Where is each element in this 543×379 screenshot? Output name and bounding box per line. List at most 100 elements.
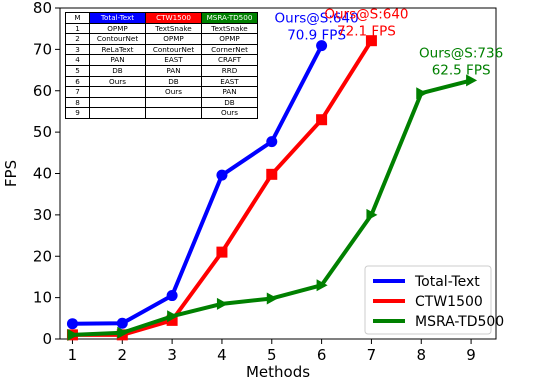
legend-label: MSRA-TD500 [415, 314, 504, 330]
table-cell: TextSnake [145, 22, 202, 35]
table-row: 1 OPMP TextSnake TextSnake [65, 22, 258, 35]
table-cell: PAN [145, 64, 202, 77]
data-point [316, 279, 328, 292]
y-tick-label: 80 [33, 0, 52, 17]
series-total-text [66, 40, 328, 330]
y-tick-label: 50 [33, 123, 52, 141]
annotation-value: 70.9 FPS [287, 27, 346, 43]
data-point [266, 136, 278, 148]
table-cell: 2 [65, 33, 90, 45]
annotation-value: 72.1 FPS [337, 23, 396, 39]
data-point [216, 246, 228, 258]
x-tick-label: 7 [367, 346, 377, 364]
data-point [166, 314, 178, 326]
table-cell: CornerNet [201, 43, 258, 56]
table-cell: 7 [65, 86, 90, 98]
data-point [67, 328, 79, 341]
table-body: 1 OPMP TextSnake TextSnake 2 ContourNet OPMP OP… [65, 22, 258, 119]
table-cell: PAN [201, 86, 258, 98]
table-cell: CRAFT [201, 54, 258, 66]
data-point [117, 326, 129, 339]
data-point [466, 74, 478, 87]
annotation-title: Ours@S:640 [275, 10, 359, 26]
data-point [316, 114, 328, 126]
table-cell: 1 [65, 22, 90, 35]
table-cell: TextSnake [201, 22, 258, 35]
data-point [167, 310, 179, 323]
table-cell [145, 107, 202, 119]
table-cell: 3 [65, 43, 90, 56]
table-row: 9 Ours [65, 107, 258, 119]
table-cell: 6 [65, 75, 90, 88]
table-header-cell: Total-Text [89, 12, 146, 24]
y-tick-label: 20 [33, 247, 52, 265]
legend: Total-Text CTW1500 MSRA-TD500 [364, 265, 504, 335]
table-row: 3 ReLaText ContourNet CornerNet [65, 43, 258, 56]
x-axis-title: Methods [246, 363, 310, 379]
table-cell: 8 [65, 96, 90, 109]
table-cell: OPMP [145, 33, 202, 45]
annotation-title: Ours@S:736 [419, 46, 503, 62]
table-cell: DB [89, 64, 146, 77]
y-tick-label: 40 [33, 165, 52, 183]
table-cell: DB [201, 96, 258, 109]
table-row: 8 DB [65, 96, 258, 109]
data-point [216, 297, 228, 310]
table-cell: 9 [65, 107, 90, 119]
series-line [72, 44, 324, 326]
data-point [116, 317, 128, 329]
table-header-row: M Total-Text CTW1500 MSRA-TD500 [65, 12, 258, 24]
table-cell: EAST [201, 75, 258, 88]
data-point [365, 35, 377, 47]
data-point [266, 292, 278, 305]
y-tick-label: 60 [33, 82, 52, 100]
table-cell: OPMP [89, 22, 146, 35]
table-cell [89, 86, 146, 98]
table-cell: Ours [145, 86, 202, 98]
y-tick-label: 30 [33, 206, 52, 224]
series-layer [66, 35, 478, 341]
table-cell: PAN [89, 54, 146, 66]
table-cell: ReLaText [89, 43, 146, 56]
table-cell: Ours [89, 75, 146, 88]
x-tick-label: 1 [68, 346, 78, 364]
data-point [416, 87, 428, 100]
x-tick-label: 9 [466, 346, 476, 364]
methods-table: M Total-Text CTW1500 MSRA-TD500 1 OPMP TextSn… [65, 12, 258, 119]
table-cell: Ours [201, 107, 258, 119]
y-tick-label: 70 [33, 40, 52, 58]
x-tick-label: 8 [416, 346, 426, 364]
y-tick-label: 10 [33, 289, 52, 307]
data-point [316, 40, 328, 52]
table-cell: ContourNet [145, 43, 202, 56]
annotation-value: 62.5 FPS [432, 63, 491, 79]
legend-label: Total-Text [414, 274, 480, 290]
data-point [216, 169, 228, 181]
legend-label: CTW1500 [415, 294, 483, 310]
table-row: 5 DB PAN RRD [65, 64, 258, 77]
table-cell: 5 [65, 64, 90, 77]
data-point [266, 168, 278, 180]
table-header-cell: CTW1500 [145, 12, 202, 24]
data-point [166, 290, 178, 302]
data-point [366, 208, 378, 221]
data-point [66, 318, 78, 330]
series-msra-td500 [67, 74, 478, 341]
x-tick-label: 3 [167, 346, 177, 364]
table-cell: RRD [201, 64, 258, 77]
table-cell: ContourNet [89, 33, 146, 45]
x-tick-label: 4 [217, 346, 227, 364]
table-row: 4 PAN EAST CRAFT [65, 54, 258, 66]
table-cell [89, 96, 146, 109]
table-row: 2 ContourNet OPMP OPMP [65, 33, 258, 45]
table-cell: EAST [145, 54, 202, 66]
table-row: 6 Ours DB EAST [65, 75, 258, 88]
annotation-title: Ours@S:640 [324, 6, 408, 22]
table-cell: OPMP [201, 33, 258, 45]
x-tick-label: 2 [118, 346, 128, 364]
table-header-cell: M [65, 12, 90, 24]
table-cell [145, 96, 202, 109]
